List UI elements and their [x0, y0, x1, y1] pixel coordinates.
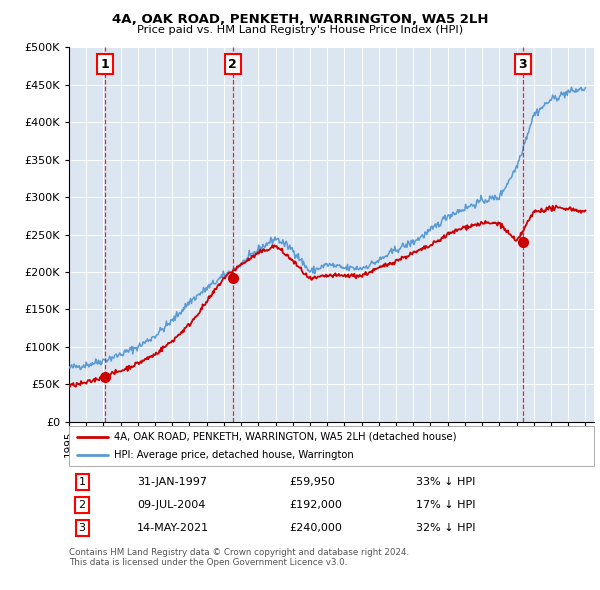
Text: £59,950: £59,950: [290, 477, 335, 487]
Text: 2: 2: [79, 500, 86, 510]
Text: 3: 3: [518, 58, 527, 71]
Text: HPI: Average price, detached house, Warrington: HPI: Average price, detached house, Warr…: [113, 450, 353, 460]
Text: Price paid vs. HM Land Registry's House Price Index (HPI): Price paid vs. HM Land Registry's House …: [137, 25, 463, 35]
Text: £192,000: £192,000: [290, 500, 343, 510]
Text: 31-JAN-1997: 31-JAN-1997: [137, 477, 207, 487]
Text: 32% ↓ HPI: 32% ↓ HPI: [415, 523, 475, 533]
Text: £240,000: £240,000: [290, 523, 343, 533]
Text: 4A, OAK ROAD, PENKETH, WARRINGTON, WA5 2LH: 4A, OAK ROAD, PENKETH, WARRINGTON, WA5 2…: [112, 13, 488, 26]
Text: 17% ↓ HPI: 17% ↓ HPI: [415, 500, 475, 510]
Text: 33% ↓ HPI: 33% ↓ HPI: [415, 477, 475, 487]
Text: 4A, OAK ROAD, PENKETH, WARRINGTON, WA5 2LH (detached house): 4A, OAK ROAD, PENKETH, WARRINGTON, WA5 2…: [113, 432, 456, 442]
Text: 2: 2: [229, 58, 237, 71]
Text: 3: 3: [79, 523, 86, 533]
Text: 09-JUL-2004: 09-JUL-2004: [137, 500, 206, 510]
FancyBboxPatch shape: [69, 426, 594, 466]
Text: 14-MAY-2021: 14-MAY-2021: [137, 523, 209, 533]
Text: 1: 1: [79, 477, 86, 487]
Text: 1: 1: [100, 58, 109, 71]
Text: Contains HM Land Registry data © Crown copyright and database right 2024.
This d: Contains HM Land Registry data © Crown c…: [69, 548, 409, 567]
